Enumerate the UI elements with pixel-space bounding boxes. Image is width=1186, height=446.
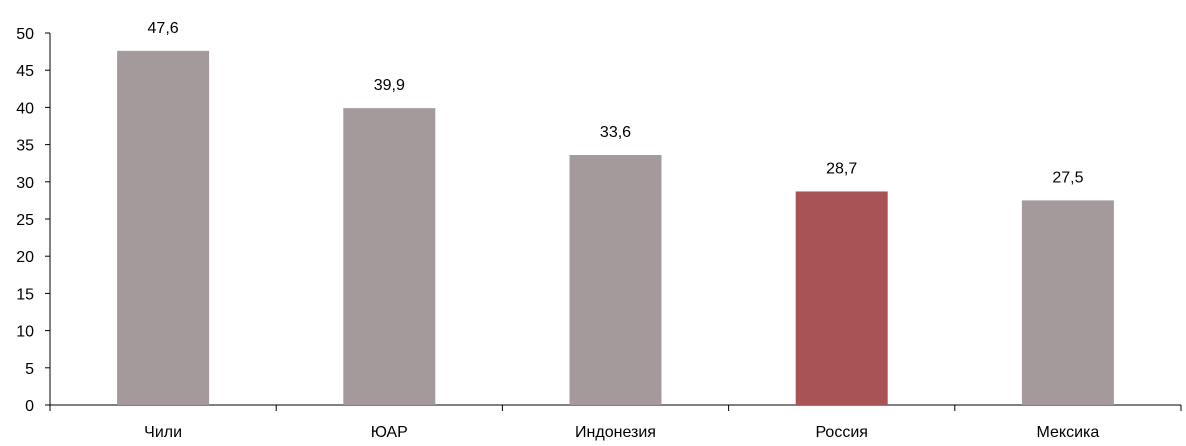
x-category-label: ЮАР [371,424,408,441]
y-tick-label: 0 [25,398,34,415]
y-tick-label: 50 [16,26,34,43]
y-tick-label: 40 [16,100,34,117]
bar [117,50,210,406]
y-tick-label: 35 [16,138,34,155]
data-label: 28,7 [826,160,857,177]
x-category-label: Мексика [1037,424,1100,441]
y-tick-label: 15 [16,286,34,303]
data-label: 27,5 [1052,169,1083,186]
bar [343,108,436,406]
bar [569,155,662,405]
y-tick-label: 20 [16,249,34,266]
data-label: 47,6 [148,20,179,37]
bar [795,191,888,405]
bars [117,50,1114,406]
labels: 0 5 10 15 20 25 30 35 40 45 50 47,6 Чили 39,9 ЮАР 33,6 И… [16,20,1099,441]
y-tick-label: 25 [16,212,34,229]
x-category-label: Чили [144,424,182,441]
y-tick-label: 45 [16,63,34,80]
data-label: 33,6 [600,124,631,141]
y-tick-label: 10 [16,324,34,341]
y-tick-label: 30 [16,175,34,192]
y-tick-label: 5 [25,361,34,378]
data-label: 39,9 [374,77,405,94]
x-category-label: Индонезия [575,424,656,441]
bar [1021,200,1114,405]
x-category-label: Россия [815,424,867,441]
